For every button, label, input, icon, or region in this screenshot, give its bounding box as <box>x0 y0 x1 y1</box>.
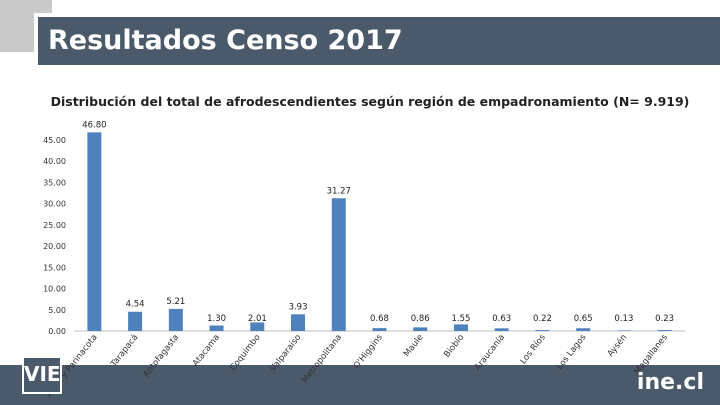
y-tick-label: 20.00 <box>43 242 66 251</box>
data-label: 3.93 <box>289 302 308 312</box>
data-label: 0.63 <box>492 314 511 324</box>
footer-bar <box>0 365 720 405</box>
y-tick-label: 35.00 <box>43 178 66 187</box>
y-tick-label: 25.00 <box>43 221 66 230</box>
x-tick-label: Valparaíso <box>268 333 303 374</box>
title-bar: Resultados Censo 2017 <box>34 13 720 65</box>
x-tick-label: Araucanía <box>473 333 507 373</box>
x-tick-label: Metropolitana <box>300 333 344 386</box>
data-label: 46.80 <box>82 120 106 130</box>
x-tick-label: Coquimbo <box>228 333 262 373</box>
x-tick-label: Aysén <box>605 332 629 359</box>
x-tick-label: Maule <box>402 333 426 359</box>
data-label: 5.21 <box>166 297 185 307</box>
data-label: 0.23 <box>655 314 674 324</box>
bar <box>331 198 346 331</box>
bar <box>576 328 591 331</box>
bar <box>168 308 183 331</box>
data-label: 0.22 <box>533 314 552 324</box>
x-tick-label: Tarapacá <box>108 333 140 370</box>
bar <box>209 325 224 331</box>
y-tick-label: 5.00 <box>48 306 66 315</box>
data-label: 1.55 <box>451 314 470 324</box>
bar <box>128 311 143 331</box>
y-tick-label: 0.00 <box>48 327 66 336</box>
x-tick-label: Los Lagos <box>555 332 589 372</box>
bar <box>453 324 468 331</box>
bar <box>494 328 509 331</box>
x-tick-label: Biobío <box>442 333 466 360</box>
x-tick-label: O'Higgins <box>352 332 385 371</box>
bar <box>87 132 102 331</box>
bar <box>250 322 265 331</box>
bar <box>616 330 631 331</box>
bar <box>657 330 672 331</box>
y-tick-label: 10.00 <box>43 285 66 294</box>
data-label: 2.01 <box>248 314 267 324</box>
data-label: 0.65 <box>574 314 593 324</box>
y-tick-label: 30.00 <box>43 200 66 209</box>
bar <box>535 330 550 331</box>
ine-logo: ine.cl <box>636 370 704 395</box>
data-label: 1.30 <box>207 314 226 324</box>
y-tick-label: 40.00 <box>43 157 66 166</box>
x-tick-label: Los Ríos <box>518 332 548 366</box>
bar <box>372 328 387 331</box>
data-label: 31.27 <box>327 186 351 196</box>
x-tick-label: Antofagasta <box>142 333 182 380</box>
bar <box>413 327 428 331</box>
vie-logo: VIE <box>22 356 62 394</box>
data-label: 0.86 <box>411 314 430 324</box>
x-tick-label: Atacama <box>191 333 222 369</box>
bar <box>291 314 306 331</box>
y-tick-label: 15.00 <box>43 263 66 272</box>
data-label: 4.54 <box>126 300 145 310</box>
data-label: 0.13 <box>614 314 633 324</box>
y-tick-label: 45.00 <box>43 136 66 145</box>
data-label: 0.68 <box>370 314 389 324</box>
chart-title: Distribución del total de afrodescendien… <box>50 94 690 109</box>
slide-title: Resultados Censo 2017 <box>48 25 403 56</box>
